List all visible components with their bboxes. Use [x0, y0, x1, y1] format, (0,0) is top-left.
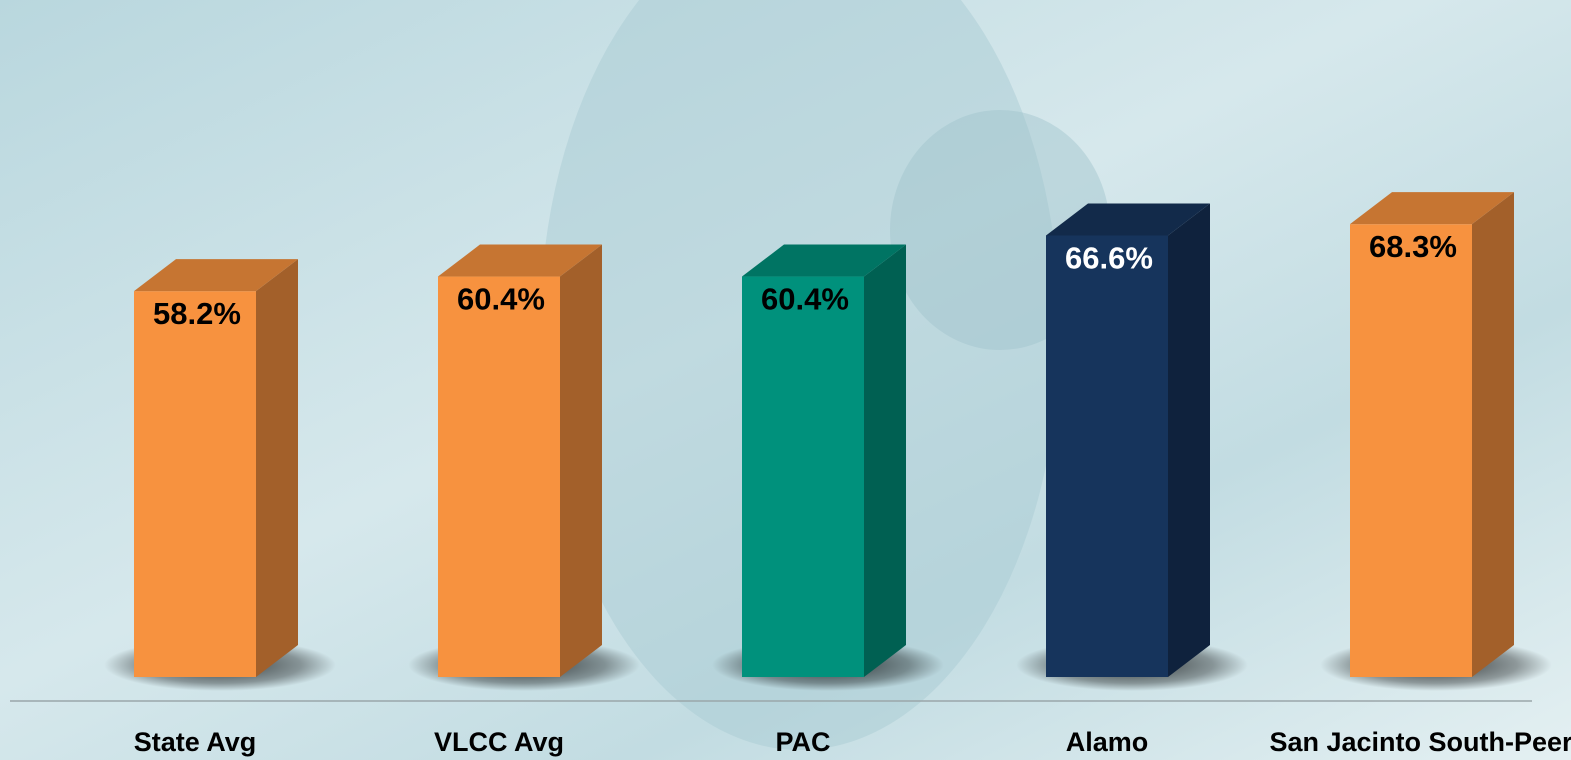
- x-tick-label: PAC: [775, 727, 830, 757]
- bar-top: [1046, 203, 1210, 236]
- value-label: 66.6%: [1065, 240, 1153, 275]
- bar-side: [1472, 192, 1514, 677]
- bar-top: [134, 259, 298, 292]
- bar: [742, 276, 864, 677]
- value-label: 60.4%: [457, 282, 545, 317]
- bar: [1350, 224, 1472, 677]
- bar-side: [256, 259, 298, 677]
- bar-top: [438, 244, 602, 277]
- value-label: 60.4%: [761, 282, 849, 317]
- bar: [1046, 235, 1168, 677]
- bar: [134, 291, 256, 677]
- bar: [438, 276, 560, 677]
- x-tick-label: San Jacinto South-Peer Best: [1269, 727, 1571, 757]
- bar-side: [1168, 203, 1210, 677]
- bar-top: [742, 244, 906, 277]
- value-label: 68.3%: [1369, 229, 1457, 264]
- x-tick-label: State Avg: [134, 727, 257, 757]
- x-tick-label: VLCC Avg: [434, 727, 564, 757]
- bar-side: [864, 244, 906, 677]
- bar-top: [1350, 192, 1514, 225]
- value-label: 58.2%: [153, 296, 241, 331]
- bar-side: [560, 244, 602, 677]
- x-tick-label: Alamo: [1066, 727, 1149, 757]
